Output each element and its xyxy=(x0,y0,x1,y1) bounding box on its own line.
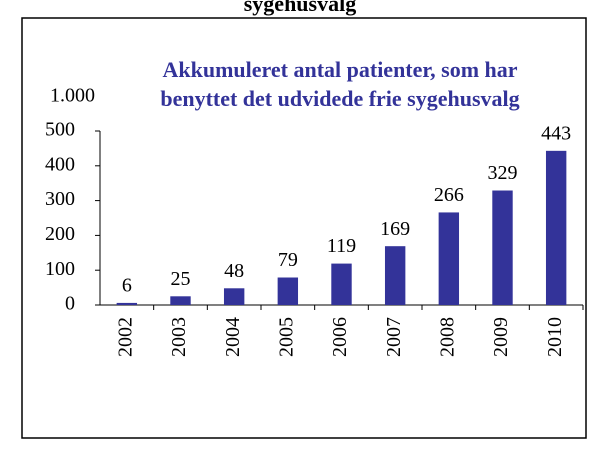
x-tick-label: 2006 xyxy=(329,317,351,357)
chart-title: benyttet det udvidede frie sygehusvalg xyxy=(160,86,519,111)
value-label: 329 xyxy=(488,162,518,184)
bar xyxy=(545,150,567,305)
axis-annotation: 1.000 xyxy=(50,85,95,107)
bar xyxy=(384,246,406,305)
bar xyxy=(438,212,460,305)
y-tick-label: 300 xyxy=(45,188,75,210)
bar xyxy=(116,302,138,305)
value-label: 25 xyxy=(171,268,191,290)
frame xyxy=(21,17,587,439)
x-tick-label: 2010 xyxy=(544,317,566,357)
bar xyxy=(492,190,513,305)
x-tick-label: 2009 xyxy=(490,317,512,357)
x-tick-label: 2008 xyxy=(436,317,458,357)
y-tick-label: 100 xyxy=(45,258,75,280)
x-tick-label: 2004 xyxy=(222,317,244,357)
bar xyxy=(331,263,352,305)
clipped-header: sygehusvalg xyxy=(244,0,356,16)
value-label: 266 xyxy=(434,184,464,206)
y-tick-label: 0 xyxy=(65,293,75,315)
value-label: 119 xyxy=(327,235,356,257)
x-tick-label: 2005 xyxy=(275,317,297,357)
value-label: 443 xyxy=(541,122,571,144)
bar xyxy=(170,296,191,305)
value-label: 169 xyxy=(380,218,410,240)
value-label: 79 xyxy=(278,249,298,271)
y-tick-label: 200 xyxy=(45,223,75,245)
y-tick-label: 400 xyxy=(45,153,75,175)
y-tick-label: 500 xyxy=(45,119,75,141)
x-tick-label: 2002 xyxy=(114,317,136,357)
x-tick-label: 2007 xyxy=(383,317,405,357)
bar xyxy=(277,277,299,305)
value-label: 6 xyxy=(122,275,132,297)
chart-title: Akkumuleret antal patienter, som har xyxy=(162,57,517,82)
x-tick-label: 2003 xyxy=(168,317,190,357)
bar xyxy=(223,288,245,305)
value-label: 48 xyxy=(224,260,244,282)
